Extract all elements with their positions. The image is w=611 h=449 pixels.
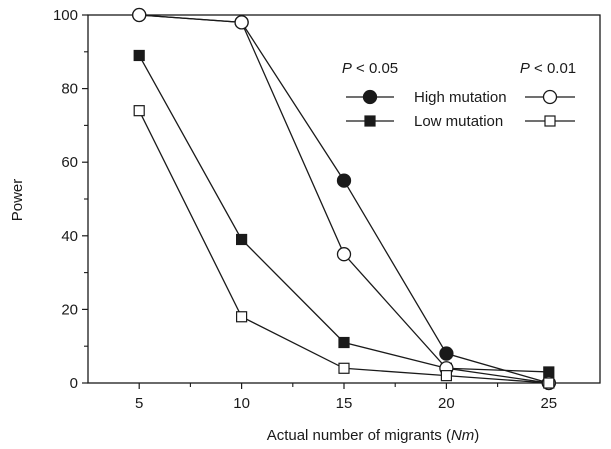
legend-header-p001: P < 0.01 (520, 60, 576, 77)
data-point-low-005 (338, 336, 350, 349)
legend-header-p005: P < 0.05 (342, 60, 398, 77)
data-point-high-001 (336, 247, 352, 262)
data-series (132, 7, 556, 391)
data-point-low-005 (133, 49, 145, 62)
x-tick-label: 20 (438, 395, 455, 412)
x-tick-label: 15 (336, 395, 353, 412)
y-tick-label: 0 (70, 375, 78, 392)
x-tick-label: 25 (540, 395, 557, 412)
y-axis-label: Power (9, 179, 26, 222)
legend-marker-filled (364, 115, 376, 127)
legend-label: High mutation (414, 89, 507, 106)
x-tick-label: 10 (233, 395, 250, 412)
series-points-low-001 (133, 105, 555, 389)
y-tick-label: 60 (61, 154, 78, 171)
series-markers (132, 7, 556, 391)
data-point-high-005 (336, 173, 352, 188)
axis-ticks: 5 10 15 20 25 0 20 40 60 80 100 (53, 7, 557, 412)
data-point-low-001 (338, 362, 350, 374)
data-point-high-005 (439, 346, 454, 361)
legend-marker-open (542, 89, 558, 105)
data-point-high-001 (234, 15, 249, 30)
data-point-low-001 (133, 105, 145, 117)
data-point-high-001 (132, 7, 147, 23)
legend: P < 0.05 P < 0.01 High mutation Low mutatio… (342, 60, 576, 130)
legend-marker-open (544, 115, 556, 127)
data-point-low-001 (440, 370, 452, 382)
legend-marker-filled (362, 89, 378, 105)
x-tick-label: 5 (135, 395, 143, 412)
y-tick-label: 40 (61, 228, 78, 245)
data-point-low-005 (543, 366, 555, 378)
y-tick-label: 20 (61, 301, 78, 318)
data-point-low-001 (236, 311, 248, 323)
y-tick-label: 80 (61, 81, 78, 98)
x-axis-label: Actual number of migrants (Nm) (267, 427, 480, 444)
data-point-low-001 (543, 377, 555, 389)
data-point-low-005 (236, 233, 248, 246)
legend-label: Low mutation (414, 113, 503, 130)
y-tick-label: 100 (53, 7, 78, 24)
